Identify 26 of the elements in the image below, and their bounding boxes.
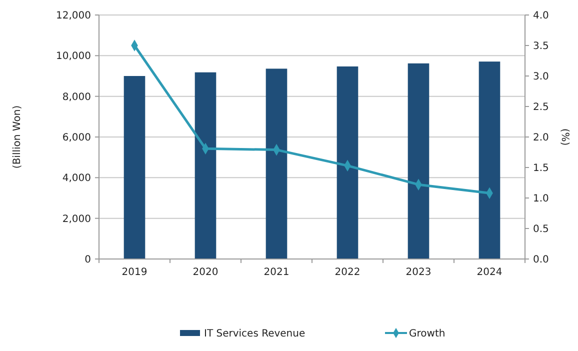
y-tick-label: 0 [84, 254, 91, 266]
x-tick-label: 2022 [334, 267, 360, 278]
y-tick-label: 10,000 [56, 51, 91, 62]
y2-tick-label: 3.5 [533, 41, 549, 52]
x-tick-label: 2021 [264, 267, 290, 278]
y2-tick-label: 2.5 [533, 102, 549, 113]
y-axis-title: (Billion Won) [12, 105, 23, 169]
y-tick-label: 6,000 [62, 132, 91, 144]
y2-tick-label: 1.0 [533, 194, 549, 204]
y2-axis-title: (%) [559, 128, 570, 146]
x-tick-label: 2020 [192, 267, 218, 278]
y2-tick-label: 0.5 [533, 224, 549, 235]
y2-tick-label: 1.5 [533, 163, 549, 174]
y-tick-label: 2,000 [62, 214, 91, 225]
y2-tick-label: 4.0 [533, 10, 549, 22]
y2-tick-label: 2.0 [533, 132, 549, 144]
legend-label: IT Services Revenue [204, 328, 306, 340]
y-tick-label: 8,000 [62, 92, 91, 103]
x-tick-label: 2024 [476, 267, 502, 278]
x-tick-label: 2019 [122, 267, 148, 278]
y-tick-label: 4,000 [62, 173, 91, 184]
y-tick-label: 12,000 [56, 10, 91, 22]
y2-tick-label: 3.0 [533, 72, 549, 82]
y2-tick-label: 0.0 [533, 254, 549, 266]
legend-label: Growth [409, 328, 446, 340]
x-tick-label: 2023 [406, 267, 432, 278]
